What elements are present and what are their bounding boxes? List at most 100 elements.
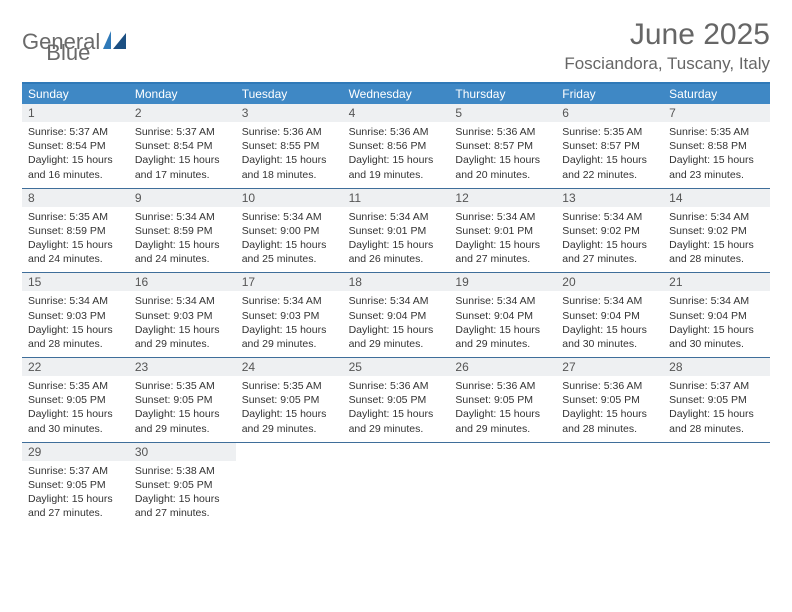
- daylight-text: Daylight: 15 hours and 27 minutes.: [455, 238, 550, 266]
- sunrise-text: Sunrise: 5:34 AM: [349, 294, 444, 308]
- day-number: 26: [449, 358, 556, 376]
- sunrise-text: Sunrise: 5:34 AM: [455, 294, 550, 308]
- day-info: Sunrise: 5:36 AMSunset: 8:57 PMDaylight:…: [449, 122, 556, 182]
- sunrise-text: Sunrise: 5:34 AM: [562, 294, 657, 308]
- sunrise-text: Sunrise: 5:35 AM: [242, 379, 337, 393]
- sunset-text: Sunset: 8:56 PM: [349, 139, 444, 153]
- sunset-text: Sunset: 8:57 PM: [455, 139, 550, 153]
- calendar-day-cell: 23Sunrise: 5:35 AMSunset: 9:05 PMDayligh…: [129, 358, 236, 442]
- sunrise-text: Sunrise: 5:36 AM: [242, 125, 337, 139]
- calendar-page: General Blue June 2025 Fosciandora, Tusc…: [0, 0, 792, 548]
- sunrise-text: Sunrise: 5:37 AM: [669, 379, 764, 393]
- calendar-day-cell: 17Sunrise: 5:34 AMSunset: 9:03 PMDayligh…: [236, 273, 343, 357]
- sunset-text: Sunset: 9:03 PM: [28, 309, 123, 323]
- calendar-day-cell: 1Sunrise: 5:37 AMSunset: 8:54 PMDaylight…: [22, 104, 129, 188]
- sunset-text: Sunset: 9:01 PM: [455, 224, 550, 238]
- brand-logo: General Blue: [22, 18, 90, 66]
- sunrise-text: Sunrise: 5:34 AM: [669, 210, 764, 224]
- day-number: 7: [663, 104, 770, 122]
- day-number: 28: [663, 358, 770, 376]
- day-info: Sunrise: 5:34 AMSunset: 9:03 PMDaylight:…: [236, 291, 343, 351]
- day-info: Sunrise: 5:35 AMSunset: 8:58 PMDaylight:…: [663, 122, 770, 182]
- day-number: 13: [556, 189, 663, 207]
- day-number: 18: [343, 273, 450, 291]
- day-info: Sunrise: 5:35 AMSunset: 9:05 PMDaylight:…: [129, 376, 236, 436]
- day-info: Sunrise: 5:34 AMSunset: 9:04 PMDaylight:…: [663, 291, 770, 351]
- calendar-day-cell: 20Sunrise: 5:34 AMSunset: 9:04 PMDayligh…: [556, 273, 663, 357]
- sunrise-text: Sunrise: 5:37 AM: [28, 125, 123, 139]
- sunset-text: Sunset: 8:57 PM: [562, 139, 657, 153]
- sunset-text: Sunset: 9:05 PM: [562, 393, 657, 407]
- sunset-text: Sunset: 9:05 PM: [28, 478, 123, 492]
- day-info: Sunrise: 5:35 AMSunset: 8:57 PMDaylight:…: [556, 122, 663, 182]
- sunset-text: Sunset: 8:54 PM: [135, 139, 230, 153]
- daylight-text: Daylight: 15 hours and 29 minutes.: [455, 323, 550, 351]
- day-info: Sunrise: 5:36 AMSunset: 9:05 PMDaylight:…: [449, 376, 556, 436]
- calendar-day-cell: 24Sunrise: 5:35 AMSunset: 9:05 PMDayligh…: [236, 358, 343, 442]
- daylight-text: Daylight: 15 hours and 19 minutes.: [349, 153, 444, 181]
- sunset-text: Sunset: 9:05 PM: [455, 393, 550, 407]
- header-bar: General Blue June 2025 Fosciandora, Tusc…: [22, 18, 770, 74]
- sunrise-text: Sunrise: 5:34 AM: [455, 210, 550, 224]
- daylight-text: Daylight: 15 hours and 28 minutes.: [669, 407, 764, 435]
- daylight-text: Daylight: 15 hours and 28 minutes.: [28, 323, 123, 351]
- day-number: 17: [236, 273, 343, 291]
- sunset-text: Sunset: 9:05 PM: [349, 393, 444, 407]
- calendar-day-cell: 28 Sunrise: 5:37 AMSunset: 9:05 PMDayligh…: [663, 358, 770, 442]
- daylight-text: Daylight: 15 hours and 20 minutes.: [455, 153, 550, 181]
- day-info: Sunrise: 5:35 AMSunset: 9:05 PMDaylight:…: [22, 376, 129, 436]
- calendar-day-cell: 21Sunrise: 5:34 AMSunset: 9:04 PMDayligh…: [663, 273, 770, 357]
- daylight-text: Daylight: 15 hours and 24 minutes.: [135, 238, 230, 266]
- calendar-day-cell: 16Sunrise: 5:34 AMSunset: 9:03 PMDayligh…: [129, 273, 236, 357]
- day-info: Sunrise: 5:34 AMSunset: 9:03 PMDaylight:…: [22, 291, 129, 351]
- day-info: Sunrise: 5:35 AMSunset: 9:05 PMDaylight:…: [236, 376, 343, 436]
- sunrise-text: Sunrise: 5:37 AM: [28, 464, 123, 478]
- day-info: Sunrise: 5:34 AMSunset: 9:02 PMDaylight:…: [556, 207, 663, 267]
- sunrise-text: Sunrise: 5:34 AM: [135, 210, 230, 224]
- sunrise-text: Sunrise: 5:35 AM: [28, 210, 123, 224]
- day-number: 14: [663, 189, 770, 207]
- day-info: Sunrise: 5:36 AMSunset: 8:55 PMDaylight:…: [236, 122, 343, 182]
- day-number: 6: [556, 104, 663, 122]
- sunset-text: Sunset: 9:04 PM: [669, 309, 764, 323]
- sunset-text: Sunset: 9:02 PM: [669, 224, 764, 238]
- day-info: Sunrise: 5:38 AMSunset: 9:05 PMDaylight:…: [129, 461, 236, 521]
- daylight-text: Daylight: 15 hours and 30 minutes.: [669, 323, 764, 351]
- day-number: 21: [663, 273, 770, 291]
- day-info: Sunrise: 5:36 AMSunset: 9:05 PMDaylight:…: [343, 376, 450, 436]
- day-info: Sunrise: 5:34 AMSunset: 9:00 PMDaylight:…: [236, 207, 343, 267]
- day-number: 27: [556, 358, 663, 376]
- sunset-text: Sunset: 9:05 PM: [135, 478, 230, 492]
- daylight-text: Daylight: 15 hours and 22 minutes.: [562, 153, 657, 181]
- sunset-text: Sunset: 9:05 PM: [669, 393, 764, 407]
- daylight-text: Daylight: 15 hours and 27 minutes.: [135, 492, 230, 520]
- day-info: Sunrise: 5:36 AMSunset: 9:05 PMDaylight:…: [556, 376, 663, 436]
- sunrise-text: Sunrise: 5:36 AM: [349, 125, 444, 139]
- daylight-text: Daylight: 15 hours and 29 minutes.: [242, 407, 337, 435]
- daylight-text: Daylight: 15 hours and 29 minutes.: [135, 407, 230, 435]
- sunrise-text: Sunrise: 5:34 AM: [135, 294, 230, 308]
- sunset-text: Sunset: 9:05 PM: [242, 393, 337, 407]
- daylight-text: Daylight: 15 hours and 17 minutes.: [135, 153, 230, 181]
- title-block: June 2025 Fosciandora, Tuscany, Italy: [564, 18, 770, 74]
- calendar-day-cell: 10Sunrise: 5:34 AMSunset: 9:00 PMDayligh…: [236, 189, 343, 273]
- sunrise-text: Sunrise: 5:35 AM: [28, 379, 123, 393]
- sunset-text: Sunset: 9:04 PM: [349, 309, 444, 323]
- calendar-day-empty: [343, 443, 450, 527]
- sunrise-text: Sunrise: 5:34 AM: [562, 210, 657, 224]
- day-info: Sunrise: 5:37 AMSunset: 8:54 PMDaylight:…: [22, 122, 129, 182]
- daylight-text: Daylight: 15 hours and 29 minutes.: [349, 323, 444, 351]
- sunrise-text: Sunrise: 5:34 AM: [242, 294, 337, 308]
- calendar-week-row: 22Sunrise: 5:35 AMSunset: 9:05 PMDayligh…: [22, 358, 770, 443]
- weekday-header: Wednesday: [343, 84, 450, 104]
- calendar-day-cell: 11Sunrise: 5:34 AMSunset: 9:01 PMDayligh…: [343, 189, 450, 273]
- calendar-day-cell: 19Sunrise: 5:34 AMSunset: 9:04 PMDayligh…: [449, 273, 556, 357]
- weekday-header: Thursday: [449, 84, 556, 104]
- day-number: 5: [449, 104, 556, 122]
- day-info: Sunrise: 5:34 AMSunset: 9:04 PMDaylight:…: [449, 291, 556, 351]
- sunset-text: Sunset: 8:59 PM: [28, 224, 123, 238]
- daylight-text: Daylight: 15 hours and 30 minutes.: [562, 323, 657, 351]
- day-number: 12: [449, 189, 556, 207]
- day-number: 9: [129, 189, 236, 207]
- day-info: Sunrise: 5:34 AMSunset: 9:02 PMDaylight:…: [663, 207, 770, 267]
